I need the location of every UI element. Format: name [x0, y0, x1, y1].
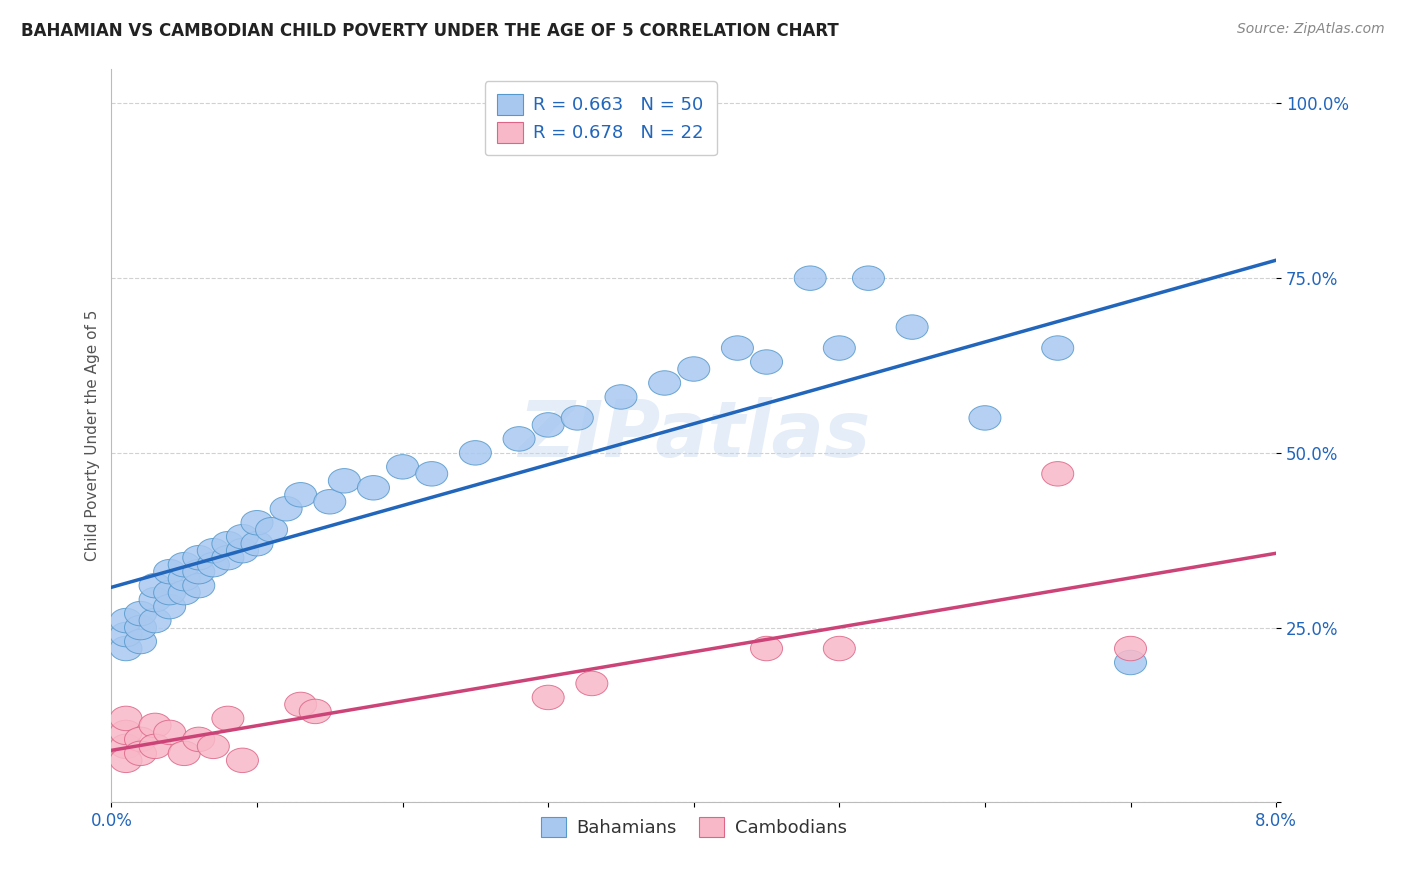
- Y-axis label: Child Poverty Under the Age of 5: Child Poverty Under the Age of 5: [86, 310, 100, 561]
- Text: Source: ZipAtlas.com: Source: ZipAtlas.com: [1237, 22, 1385, 37]
- Legend: Bahamians, Cambodians: Bahamians, Cambodians: [533, 809, 853, 845]
- Text: ZIPatlas: ZIPatlas: [517, 398, 870, 474]
- Text: BAHAMIAN VS CAMBODIAN CHILD POVERTY UNDER THE AGE OF 5 CORRELATION CHART: BAHAMIAN VS CAMBODIAN CHILD POVERTY UNDE…: [21, 22, 839, 40]
